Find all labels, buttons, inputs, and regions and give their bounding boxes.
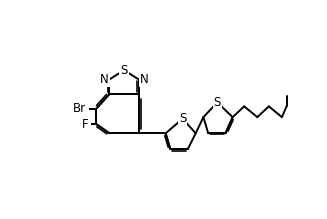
Text: S: S (120, 64, 128, 77)
Text: N: N (100, 73, 109, 86)
Text: Br: Br (73, 102, 86, 115)
Text: S: S (179, 112, 186, 125)
Text: F: F (82, 118, 89, 131)
Text: S: S (214, 96, 221, 109)
Text: N: N (140, 73, 148, 86)
